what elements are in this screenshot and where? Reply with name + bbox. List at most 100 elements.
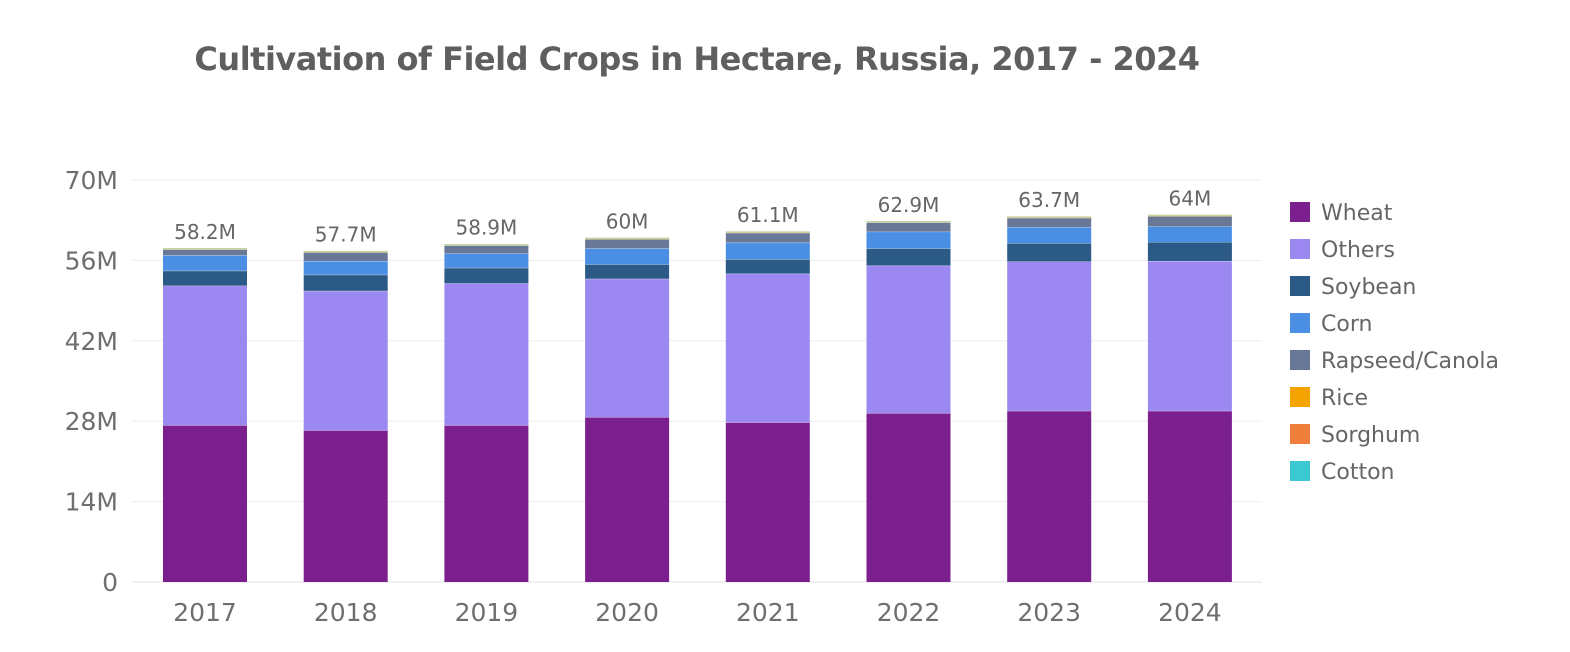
bar-segment-corn[interactable] [1007,227,1092,244]
bar-segment-wheat[interactable] [303,430,388,582]
legend-swatch [1290,202,1310,222]
bar-segment-soybean[interactable] [866,248,951,266]
bar-segment-soybean[interactable] [303,274,388,291]
bar-segment-rapseed-canola[interactable] [444,245,529,254]
bar-total-label: 58.9M [456,216,518,240]
legend-item-sorghum[interactable]: Sorghum [1290,423,1420,448]
bar-segment-wheat[interactable] [444,425,529,582]
y-axis: 0 14M 28M 42M 56M 70M [65,166,118,597]
legend-label: Sorghum [1321,423,1420,448]
legend-item-cotton[interactable]: Cotton [1290,460,1394,485]
bar-segment-others[interactable] [1007,261,1092,411]
legend-label: Rapseed/Canola [1321,349,1499,374]
legend-swatch [1290,239,1310,259]
y-tick-label: 56M [65,246,118,275]
legend-item-others[interactable]: Others [1290,238,1395,263]
x-axis: 2017 2018 2019 2020 2021 2022 2023 2024 [173,598,1222,627]
legend-swatch [1290,276,1310,296]
bar-segment-wheat[interactable] [1007,410,1092,582]
x-tick-label: 2024 [1158,598,1222,627]
bar-total-label: 58.2M [174,220,236,244]
bar-segment-others[interactable] [585,278,670,418]
bar-segment-soybean[interactable] [1007,243,1092,262]
bar-segment-others[interactable] [303,290,388,431]
y-tick-label: 0 [102,568,118,597]
legend-item-rice[interactable]: Rice [1290,386,1368,411]
bar-segment-others[interactable] [163,285,247,426]
bar-top-cap [585,237,670,240]
bar-segment-rapseed-canola[interactable] [1007,217,1092,228]
bar-total-label: 63.7M [1018,188,1080,212]
bar-segment-wheat[interactable] [585,417,670,582]
total-labels: 58.2M 57.7M 58.9M 60M 61.1M 62.9M 63.7M 64M [174,186,1211,246]
bar-segment-soybean[interactable] [444,267,529,284]
bar-segment-rapseed-canola[interactable] [585,239,670,249]
legend-swatch [1290,387,1310,407]
bar-top-cap [725,231,810,233]
bar-segment-corn[interactable] [1147,226,1232,243]
x-tick-label: 2022 [877,598,941,627]
legend-swatch [1290,350,1310,370]
bar-top-cap [444,243,529,246]
bar-top-cap [866,220,951,223]
bar-segment-soybean[interactable] [725,259,810,274]
x-tick-label: 2018 [314,598,378,627]
bar-segment-wheat[interactable] [163,425,247,582]
legend-label: Cotton [1321,460,1394,485]
bar-segment-rapseed-canola[interactable] [163,249,247,256]
y-tick-label: 28M [65,407,118,436]
bar-segment-corn[interactable] [444,253,529,268]
bar-segment-rapseed-canola[interactable] [303,252,388,261]
bar-segment-others[interactable] [444,283,529,426]
bar-segment-corn[interactable] [585,248,670,265]
legend-swatch [1290,313,1310,333]
x-tick-label: 2020 [595,598,659,627]
bar-segment-soybean[interactable] [163,270,247,286]
bar-top-cap [1147,214,1232,217]
x-tick-label: 2023 [1017,598,1081,627]
bar-segment-others[interactable] [725,273,810,423]
legend-label: Others [1321,238,1395,263]
bar-segment-rapseed-canola[interactable] [866,222,951,232]
bar-total-label: 57.7M [315,223,377,247]
bar-segment-others[interactable] [1147,260,1232,411]
bar-segment-wheat[interactable] [725,422,810,582]
legend-item-wheat[interactable]: Wheat [1290,201,1393,226]
y-tick-label: 70M [65,166,118,195]
legend-label: Wheat [1321,201,1393,226]
legend-item-soybean[interactable]: Soybean [1290,275,1416,300]
y-tick-label: 42M [65,327,118,356]
legend-label: Corn [1321,312,1372,337]
bar-segment-corn[interactable] [163,255,247,271]
y-tick-label: 14M [65,488,118,517]
bar-segment-corn[interactable] [866,231,951,249]
x-tick-label: 2017 [173,598,237,627]
bar-segment-wheat[interactable] [866,413,951,582]
bar-segment-corn[interactable] [725,242,810,260]
gridlines [132,179,1262,583]
legend-label: Soybean [1321,275,1416,300]
bar-segment-soybean[interactable] [1147,242,1232,261]
legend-label: Rice [1321,386,1368,411]
bar-segment-rapseed-canola[interactable] [1147,216,1232,227]
bar-top-cap [303,250,388,253]
x-tick-label: 2021 [736,598,800,627]
bar-segment-others[interactable] [866,265,951,414]
bar-total-label: 62.9M [878,193,940,217]
bar-total-label: 60M [606,209,649,233]
legend-item-corn[interactable]: Corn [1290,312,1372,337]
bar-segment-soybean[interactable] [585,264,670,279]
bar-top-cap [163,247,247,250]
x-tick-label: 2019 [455,598,519,627]
legend: Wheat Others Soybean Corn Rapseed/Canola Rice… [1290,201,1499,485]
chart-title: Cultivation of Field Crops in Hectare, R… [194,40,1200,78]
bar-segment-corn[interactable] [303,260,388,275]
bar-top-cap [1007,216,1092,218]
legend-item-rapseed-canola[interactable]: Rapseed/Canola [1290,349,1499,374]
bars [163,214,1232,582]
bar-total-label: 64M [1169,186,1212,210]
bar-segment-wheat[interactable] [1147,410,1232,582]
bar-segment-rapseed-canola[interactable] [725,232,810,243]
legend-swatch [1290,461,1310,481]
